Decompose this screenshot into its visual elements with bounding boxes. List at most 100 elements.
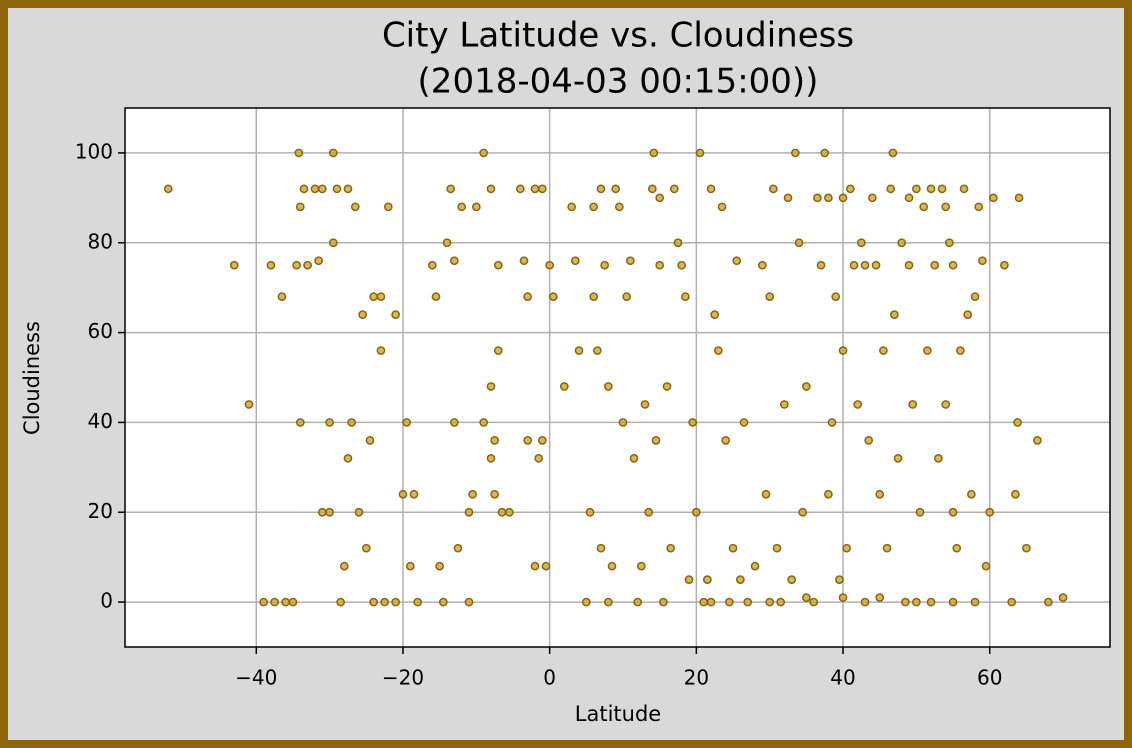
point — [294, 148, 304, 158]
point — [504, 507, 514, 517]
point — [684, 575, 694, 584]
point — [888, 148, 898, 158]
point — [270, 597, 279, 607]
point — [266, 260, 276, 270]
point — [570, 256, 580, 266]
point — [343, 454, 353, 463]
point — [589, 202, 599, 212]
point — [402, 418, 411, 427]
point — [292, 260, 301, 270]
point — [244, 400, 254, 409]
point — [838, 193, 848, 203]
point — [959, 184, 969, 194]
point — [515, 184, 525, 194]
chart-subtitle: (2018-04-03 00:15:00)) — [418, 62, 819, 102]
point — [622, 292, 632, 301]
point — [831, 292, 841, 301]
point — [677, 260, 687, 270]
point — [809, 597, 819, 607]
point — [537, 184, 547, 194]
point — [567, 202, 577, 212]
point — [945, 238, 954, 248]
point — [669, 184, 679, 194]
point — [1013, 418, 1022, 427]
point — [904, 193, 914, 203]
point — [875, 593, 885, 602]
point — [864, 436, 874, 445]
point — [849, 260, 859, 270]
point — [904, 260, 914, 270]
point — [380, 597, 389, 607]
point — [926, 184, 936, 194]
point — [523, 436, 533, 445]
point — [835, 575, 844, 584]
point — [952, 543, 962, 553]
plot-frame — [124, 107, 1111, 648]
point — [673, 238, 683, 248]
point — [1007, 597, 1017, 607]
point — [493, 346, 503, 355]
point — [519, 256, 529, 266]
x-tick-label: 20 — [684, 666, 709, 690]
point — [963, 310, 973, 319]
point — [328, 238, 338, 248]
point — [871, 260, 881, 270]
point — [361, 543, 371, 553]
point — [592, 346, 602, 355]
point — [354, 507, 364, 517]
point — [486, 382, 496, 391]
point — [930, 260, 940, 270]
point — [464, 507, 474, 517]
point — [281, 597, 290, 607]
point — [229, 260, 239, 270]
point — [589, 292, 599, 301]
point — [1000, 260, 1009, 270]
point — [827, 418, 837, 427]
point — [651, 436, 661, 445]
point — [314, 256, 323, 266]
point — [923, 346, 932, 355]
point — [739, 418, 749, 427]
point — [897, 238, 907, 248]
point — [985, 507, 995, 517]
point — [611, 184, 621, 194]
point — [446, 184, 455, 194]
point — [559, 382, 569, 391]
point — [530, 561, 540, 571]
point — [816, 260, 826, 270]
point — [813, 193, 822, 203]
point — [838, 346, 848, 355]
point — [596, 184, 606, 194]
point — [449, 418, 459, 427]
point — [457, 202, 466, 212]
point — [956, 346, 965, 355]
point — [655, 260, 665, 270]
point — [618, 418, 628, 427]
point — [449, 256, 459, 266]
x-tick-label: −40 — [235, 666, 277, 690]
point — [761, 489, 771, 499]
point — [490, 489, 500, 499]
point — [750, 561, 760, 571]
point — [702, 575, 712, 584]
point — [596, 543, 606, 553]
y-tick-label: 0 — [100, 589, 113, 613]
point — [438, 597, 448, 607]
y-axis-label: Cloudiness — [20, 321, 44, 435]
point — [970, 597, 980, 607]
point — [310, 184, 320, 194]
point — [347, 418, 356, 427]
point — [581, 597, 591, 607]
point — [919, 202, 929, 212]
x-tick-label: 40 — [830, 666, 855, 690]
point — [886, 184, 896, 194]
point — [629, 454, 639, 463]
point — [369, 597, 378, 607]
point — [893, 454, 903, 463]
point — [787, 575, 797, 584]
point — [948, 507, 958, 517]
point — [857, 238, 866, 248]
point — [728, 543, 738, 553]
point — [934, 454, 943, 463]
